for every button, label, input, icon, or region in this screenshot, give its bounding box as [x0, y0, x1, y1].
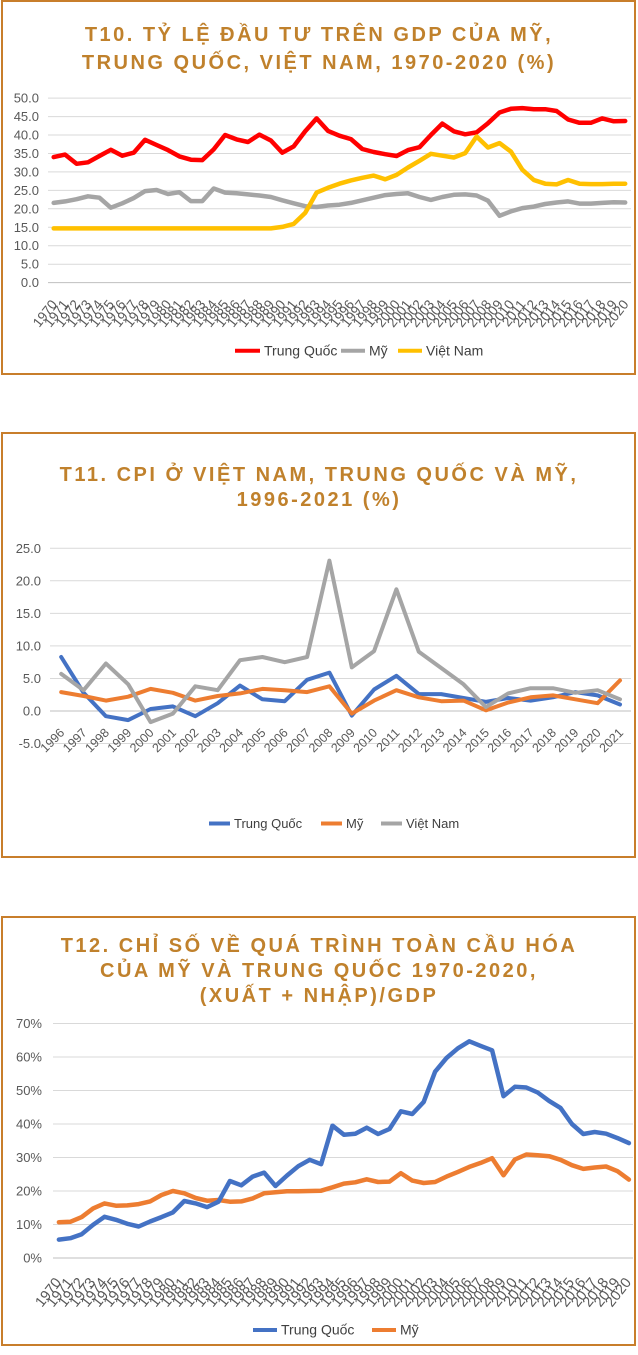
- svg-text:25.0: 25.0: [16, 541, 41, 556]
- svg-text:2003: 2003: [194, 726, 224, 756]
- svg-text:0%: 0%: [23, 1251, 42, 1266]
- svg-text:30%: 30%: [16, 1150, 42, 1165]
- svg-text:Trung Quốc: Trung Quốc: [264, 343, 337, 359]
- svg-text:30.0: 30.0: [14, 164, 39, 179]
- svg-text:0.0: 0.0: [21, 275, 39, 290]
- svg-text:2012: 2012: [395, 726, 425, 756]
- svg-text:Việt Nam: Việt Nam: [426, 343, 483, 359]
- svg-text:2005: 2005: [239, 726, 269, 756]
- svg-text:50.0: 50.0: [14, 91, 39, 106]
- svg-text:2006: 2006: [261, 726, 291, 756]
- svg-text:2019: 2019: [552, 726, 582, 756]
- svg-text:Mỹ: Mỹ: [369, 343, 388, 359]
- svg-text:-5.0: -5.0: [19, 736, 41, 751]
- svg-text:2004: 2004: [217, 726, 247, 756]
- svg-text:40%: 40%: [16, 1117, 42, 1132]
- svg-text:2008: 2008: [306, 726, 336, 756]
- svg-text:1997: 1997: [60, 726, 90, 756]
- svg-text:20.0: 20.0: [16, 573, 41, 588]
- svg-text:1996: 1996: [38, 726, 68, 756]
- svg-text:15.0: 15.0: [16, 606, 41, 621]
- svg-text:1998: 1998: [82, 726, 112, 756]
- svg-text:20.0: 20.0: [14, 201, 39, 216]
- svg-text:2018: 2018: [529, 726, 559, 756]
- svg-text:2001: 2001: [149, 726, 179, 756]
- svg-text:2007: 2007: [284, 726, 314, 756]
- svg-text:Trung Quốc: Trung Quốc: [234, 816, 303, 831]
- svg-text:2014: 2014: [440, 726, 470, 756]
- svg-text:Việt Nam: Việt Nam: [406, 816, 459, 831]
- svg-text:Trung Quốc: Trung Quốc: [281, 1322, 354, 1338]
- svg-text:0.0: 0.0: [23, 704, 41, 719]
- svg-text:35.0: 35.0: [14, 146, 39, 161]
- svg-text:2020: 2020: [574, 726, 604, 756]
- svg-text:2016: 2016: [485, 726, 515, 756]
- svg-text:5.0: 5.0: [23, 671, 41, 686]
- svg-text:2021: 2021: [597, 726, 627, 756]
- svg-text:15.0: 15.0: [14, 220, 39, 235]
- svg-text:2002: 2002: [172, 726, 202, 756]
- svg-text:2017: 2017: [507, 726, 537, 756]
- svg-text:70%: 70%: [16, 1016, 42, 1031]
- svg-text:10%: 10%: [16, 1217, 42, 1232]
- svg-text:Mỹ: Mỹ: [400, 1322, 419, 1338]
- svg-text:60%: 60%: [16, 1050, 42, 1065]
- svg-text:2010: 2010: [351, 726, 381, 756]
- svg-text:25.0: 25.0: [14, 183, 39, 198]
- svg-text:40.0: 40.0: [14, 128, 39, 143]
- svg-text:2011: 2011: [374, 726, 403, 755]
- svg-text:1999: 1999: [105, 726, 135, 756]
- svg-text:2015: 2015: [462, 726, 492, 756]
- svg-text:10.0: 10.0: [14, 238, 39, 253]
- svg-text:2013: 2013: [418, 726, 448, 756]
- svg-text:10.0: 10.0: [16, 638, 41, 653]
- svg-text:Mỹ: Mỹ: [346, 816, 364, 831]
- svg-text:20%: 20%: [16, 1184, 42, 1199]
- svg-text:5.0: 5.0: [21, 257, 39, 272]
- svg-text:50%: 50%: [16, 1083, 42, 1098]
- svg-text:2009: 2009: [328, 726, 358, 756]
- svg-text:2000: 2000: [127, 726, 157, 756]
- svg-text:45.0: 45.0: [14, 109, 39, 124]
